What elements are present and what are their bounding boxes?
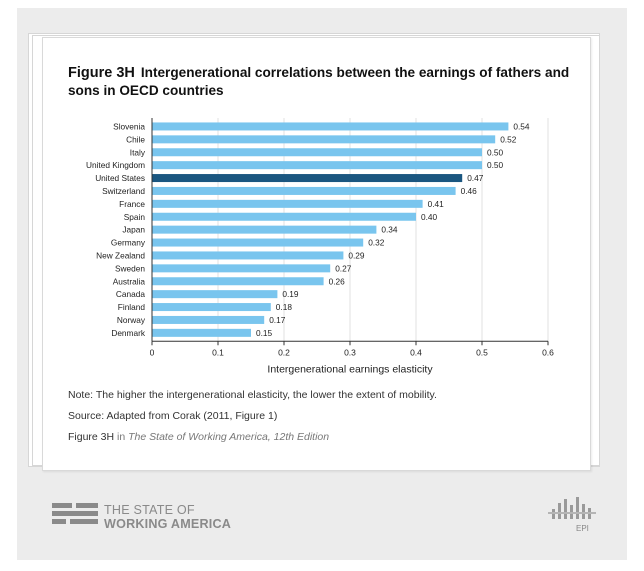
bar	[152, 303, 271, 312]
value-label: 0.41	[428, 199, 445, 209]
x-tick-label: 0.3	[344, 347, 356, 357]
value-label: 0.34	[381, 225, 398, 235]
category-label: Canada	[116, 289, 145, 299]
value-label: 0.50	[487, 160, 504, 170]
figure-title: Figure 3H Intergenerational correlations …	[68, 64, 573, 99]
bar	[152, 328, 251, 337]
bar	[152, 290, 278, 299]
figure-note: Note: The higher the intergenerational e…	[68, 389, 437, 401]
category-label: France	[119, 199, 145, 209]
category-label: Denmark	[111, 328, 146, 338]
bar	[152, 199, 423, 208]
value-label: 0.32	[368, 238, 385, 248]
bar	[152, 264, 331, 273]
x-tick-label: 0.4	[410, 347, 422, 357]
swa-stripes-icon[interactable]	[52, 503, 98, 527]
bar	[152, 148, 482, 157]
x-tick-label: 0	[150, 347, 155, 357]
value-label: 0.40	[421, 212, 438, 222]
value-label: 0.52	[500, 134, 517, 144]
category-label: Germany	[111, 238, 146, 248]
value-label: 0.47	[467, 173, 484, 183]
value-label: 0.15	[256, 328, 273, 338]
swa-wordmark[interactable]: THE STATE OF WORKING AMERICA	[104, 503, 231, 531]
bar	[152, 315, 265, 324]
value-label: 0.27	[335, 263, 352, 273]
category-label: Chile	[126, 134, 145, 144]
category-label: Switzerland	[102, 186, 145, 196]
value-label: 0.50	[487, 147, 504, 157]
figure-source: Source: Adapted from Corak (2011, Figure…	[68, 410, 278, 422]
x-axis-title: Intergenerational earnings elasticity	[267, 363, 433, 375]
bar	[152, 135, 496, 144]
value-label: 0.29	[348, 250, 365, 260]
citation-title[interactable]: The State of Working America, 12th Editi…	[128, 431, 330, 443]
category-label: Finland	[118, 302, 146, 312]
bar	[152, 212, 416, 221]
x-tick-label: 0.6	[542, 347, 554, 357]
bar	[152, 251, 344, 260]
citation-prefix: Figure 3H	[68, 431, 115, 443]
value-label: 0.17	[269, 315, 286, 325]
bar	[152, 161, 482, 170]
figure-citation: Figure 3H in The State of Working Americ…	[68, 430, 578, 445]
epi-bars-icon[interactable]	[548, 495, 598, 525]
bar	[152, 186, 456, 195]
x-tick-label: 0.2	[278, 347, 290, 357]
figure-notes: Note: The higher the intergenerational e…	[68, 388, 578, 451]
category-label: Australia	[113, 276, 146, 286]
swa-line2: WORKING AMERICA	[104, 517, 232, 531]
value-label: 0.18	[276, 302, 293, 312]
category-label: United States	[95, 173, 145, 183]
citation-in: in	[117, 431, 126, 443]
bar	[152, 122, 509, 131]
figure-label: Figure 3H	[68, 65, 135, 81]
value-label: 0.26	[329, 276, 346, 286]
category-label: Slovenia	[113, 121, 145, 131]
figure-card: Figure 3H Intergenerational correlations …	[42, 37, 591, 471]
category-label: Japan	[122, 225, 145, 235]
category-label: Spain	[124, 212, 146, 222]
value-label: 0.19	[282, 289, 299, 299]
x-tick-label: 0.5	[476, 347, 488, 357]
category-label: Norway	[117, 315, 146, 325]
swa-line1: THE STATE OF	[104, 503, 195, 517]
value-label: 0.46	[461, 186, 478, 196]
category-label: United Kingdom	[86, 160, 145, 170]
value-label: 0.54	[513, 121, 530, 131]
bar	[152, 225, 377, 234]
epi-label: EPI	[576, 524, 589, 533]
category-label: New Zealand	[96, 250, 145, 260]
x-tick-label: 0.1	[212, 347, 224, 357]
figure-title-text: Intergenerational correlations between t…	[68, 65, 570, 98]
bar	[152, 174, 463, 183]
bar	[152, 277, 324, 286]
bar	[152, 238, 364, 247]
category-label: Sweden	[115, 263, 145, 273]
category-label: Italy	[130, 147, 146, 157]
